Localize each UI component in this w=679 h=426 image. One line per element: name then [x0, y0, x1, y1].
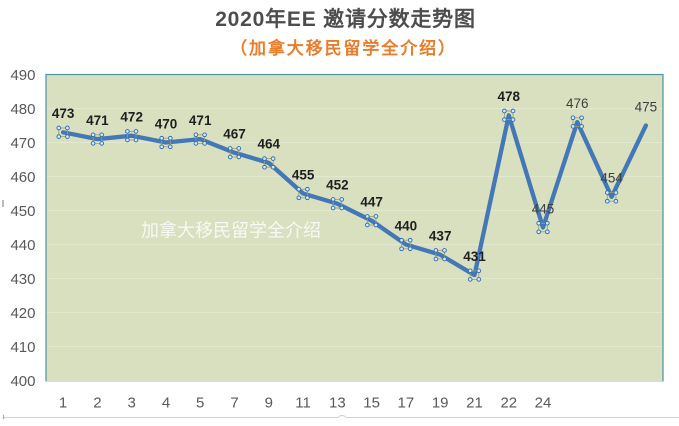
- svg-text:21: 21: [466, 394, 483, 411]
- svg-text:470: 470: [10, 135, 35, 152]
- svg-text:460: 460: [10, 169, 35, 186]
- svg-text:5: 5: [196, 394, 204, 411]
- svg-text:440: 440: [395, 218, 418, 233]
- svg-text:400: 400: [10, 373, 35, 390]
- svg-text:22: 22: [500, 394, 517, 411]
- svg-text:13: 13: [329, 394, 346, 411]
- svg-text:475: 475: [635, 99, 658, 114]
- svg-text:464: 464: [258, 137, 281, 152]
- svg-text:490: 490: [10, 67, 35, 84]
- svg-text:2: 2: [93, 394, 101, 411]
- svg-text:455: 455: [292, 167, 315, 182]
- svg-text:420: 420: [10, 305, 35, 322]
- svg-text:447: 447: [360, 195, 383, 210]
- svg-text:1: 1: [59, 394, 67, 411]
- svg-text:437: 437: [429, 229, 452, 244]
- svg-text:9: 9: [265, 394, 273, 411]
- svg-text:4: 4: [162, 394, 170, 411]
- svg-text:410: 410: [10, 339, 35, 356]
- svg-text:480: 480: [10, 101, 35, 118]
- svg-text:470: 470: [155, 116, 178, 131]
- svg-text:476: 476: [566, 96, 589, 111]
- svg-text:430: 430: [10, 271, 35, 288]
- svg-text:450: 450: [10, 203, 35, 220]
- svg-text:3: 3: [128, 394, 136, 411]
- svg-text:431: 431: [463, 249, 486, 264]
- svg-text:17: 17: [398, 394, 415, 411]
- svg-text:452: 452: [326, 178, 349, 193]
- svg-text:473: 473: [52, 106, 75, 121]
- svg-text:471: 471: [86, 113, 109, 128]
- svg-text:11: 11: [295, 394, 311, 411]
- svg-text:467: 467: [223, 127, 246, 142]
- svg-text:454: 454: [600, 171, 623, 186]
- svg-text:478: 478: [498, 89, 521, 104]
- svg-text:445: 445: [532, 201, 555, 216]
- svg-text:471: 471: [189, 113, 212, 128]
- svg-text:7: 7: [230, 394, 238, 411]
- svg-text:24: 24: [535, 394, 552, 411]
- svg-text:加拿大移民留学全介绍: 加拿大移民留学全介绍: [141, 220, 321, 241]
- svg-text:440: 440: [10, 237, 35, 254]
- svg-text:472: 472: [120, 110, 143, 125]
- svg-text:19: 19: [432, 394, 449, 411]
- svg-text:15: 15: [363, 394, 380, 411]
